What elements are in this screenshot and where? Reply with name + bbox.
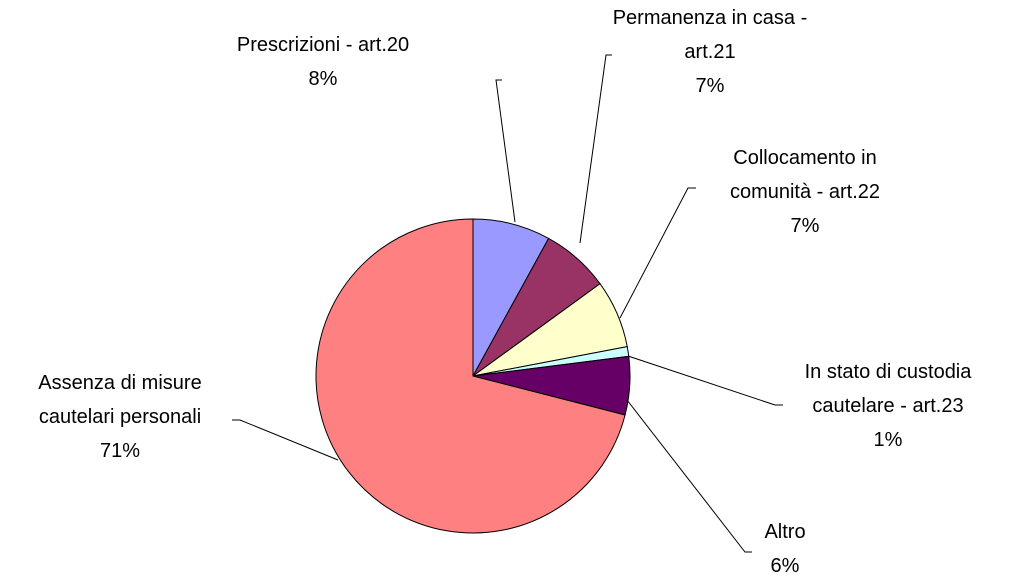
category-label: Assenza di misure cautelari personali	[38, 372, 202, 428]
leader-line	[495, 79, 516, 223]
category-label: In stato di custodia cautelare - art.23	[804, 361, 972, 417]
value-label: 7%	[790, 215, 820, 237]
slice-label: Collocamento in comunità - art.22 7%	[695, 141, 915, 243]
category-label: Prescrizioni - art.20	[236, 34, 410, 56]
value-label: 7%	[695, 75, 725, 97]
leader-line	[232, 419, 339, 461]
value-label: 6%	[770, 555, 800, 577]
category-label: Altro	[764, 521, 806, 543]
value-label: 8%	[308, 68, 338, 90]
slice-label: Altro 6%	[745, 515, 825, 583]
slice-label: Prescrizioni - art.20 8%	[198, 28, 448, 96]
slice-label: In stato di custodia cautelare - art.23 1…	[768, 355, 1008, 457]
value-label: 1%	[873, 429, 903, 451]
leader-line	[619, 187, 696, 319]
leader-line	[627, 355, 783, 406]
leader-line	[579, 54, 612, 244]
slice-label: Permanenza in casa - art.21 7%	[610, 1, 810, 103]
value-label: 71%	[99, 440, 141, 462]
slice-label: Assenza di misure cautelari personali 71%	[2, 366, 238, 468]
leader-line	[626, 399, 752, 553]
category-label: Collocamento in comunità - art.22	[729, 147, 881, 203]
category-label: Permanenza in casa - art.21	[612, 7, 808, 63]
pie-slice	[315, 218, 626, 534]
